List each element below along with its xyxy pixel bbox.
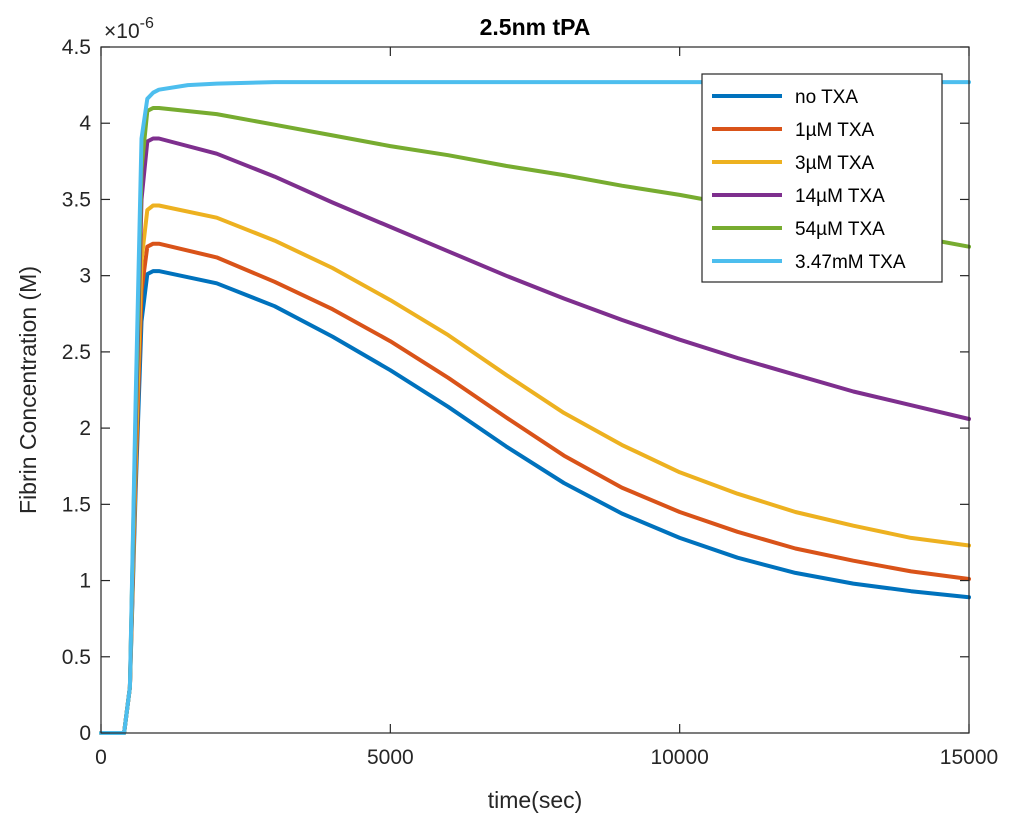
axes-box: [100, 46, 970, 734]
x-tick-label: 10000: [650, 746, 708, 769]
x-tick-label: 5000: [367, 746, 414, 769]
axes-layer: 0 5000 10000 15000 0 0.5 1 1.5 2 2.5 3 3.5 4 4.5: [62, 36, 998, 769]
chart-title: 2.5nm tPA: [480, 14, 591, 40]
legend-label-1: 1µM TXA: [795, 120, 875, 141]
x-tick-label: 0: [95, 746, 107, 769]
legend-label-4: 54µM TXA: [795, 219, 885, 240]
y-tick-label: 2.5: [62, 341, 91, 364]
legend-label-2: 3µM TXA: [795, 153, 875, 174]
legend-box: [701, 73, 943, 283]
y-tick-label: 1: [79, 570, 91, 593]
y-tick-label: 3.5: [62, 188, 91, 211]
legend-label-3: 14µM TXA: [795, 186, 885, 207]
y-tick-label: 4.5: [62, 36, 91, 59]
y-axis-exponent-label: ×10-6: [104, 15, 154, 43]
y-tick-label: 1.5: [62, 493, 91, 516]
y-axis-title: Fibrin Concentration (M): [15, 266, 41, 514]
y-axis-exponent-power: -6: [140, 15, 154, 32]
legend-label-5: 3.47mM TXA: [795, 252, 906, 273]
y-axis-exponent-base: ×10: [104, 20, 140, 43]
y-tick-label: 0: [79, 722, 91, 745]
legend-label-0: no TXA: [795, 87, 858, 108]
y-tick-label: 2: [79, 417, 91, 440]
x-tick-label: 15000: [940, 746, 998, 769]
x-axis-title: time(sec): [488, 787, 583, 813]
series-line-5: [99, 80, 971, 735]
y-tick-label: 0.5: [62, 646, 91, 669]
y-tick-label: 3: [79, 265, 91, 288]
y-tick-label: 4: [79, 112, 91, 135]
series-layer: [99, 80, 971, 735]
legend: no TXA 1µM TXA 3µM TXA 14µM TXA 54µM TXA 3.47…: [701, 73, 943, 283]
